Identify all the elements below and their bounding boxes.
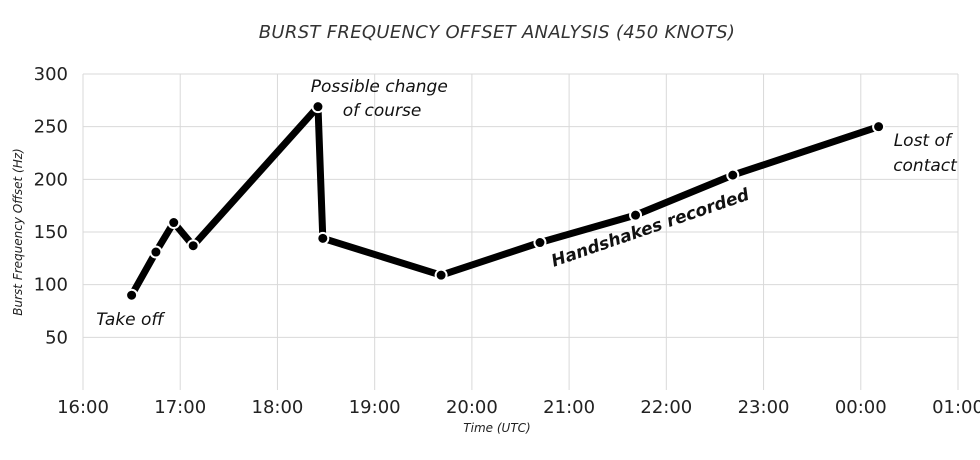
annotation-lost-contact: Lost of contact <box>893 131 958 176</box>
data-point <box>167 216 181 230</box>
data-point <box>311 100 325 114</box>
x-axis-label: Time (UTC) <box>463 421 530 435</box>
x-tick-label: 22:00 <box>640 397 692 418</box>
x-tick-label: 23:00 <box>738 397 790 418</box>
x-tick-label: 01:00 <box>932 397 980 418</box>
y-tick-labels: 50 100 150 200 250 300 <box>34 64 68 348</box>
x-tick-label: 20:00 <box>446 397 498 418</box>
y-tick-label: 300 <box>34 64 68 85</box>
data-point <box>533 236 547 250</box>
y-gridlines <box>83 73 958 338</box>
x-tick-labels: 16:00 17:00 18:00 19:00 20:00 21:00 22:00 23:00… <box>57 397 980 418</box>
data-point <box>149 245 163 259</box>
annotation-course-change: Possible change of course <box>311 77 453 121</box>
y-tick-label: 100 <box>34 275 68 296</box>
chart-title: BURST FREQUENCY OFFSET ANALYSIS (450 KNO… <box>259 22 735 43</box>
data-point <box>186 239 200 253</box>
data-point <box>125 288 139 302</box>
y-tick-label: 200 <box>34 169 68 190</box>
annotation-take-off: Take off <box>96 310 165 330</box>
x-gridlines <box>82 74 959 390</box>
x-tick-label: 16:00 <box>57 397 109 418</box>
data-point <box>434 268 448 282</box>
x-tick-label: 00:00 <box>835 397 887 418</box>
data-point <box>726 168 740 182</box>
y-axis-label: Burst Frequency Offset (Hz) <box>11 148 25 315</box>
series-line <box>128 103 883 299</box>
data-point <box>872 120 886 134</box>
y-tick-label: 150 <box>34 222 68 243</box>
x-tick-label: 17:00 <box>154 397 206 418</box>
x-tick-label: 19:00 <box>349 397 401 418</box>
x-tick-label: 21:00 <box>543 397 595 418</box>
y-tick-label: 250 <box>34 117 68 138</box>
data-point <box>316 231 330 245</box>
x-tick-label: 18:00 <box>252 397 304 418</box>
y-tick-label: 50 <box>45 327 68 348</box>
data-points <box>125 100 886 302</box>
data-point <box>629 208 643 222</box>
